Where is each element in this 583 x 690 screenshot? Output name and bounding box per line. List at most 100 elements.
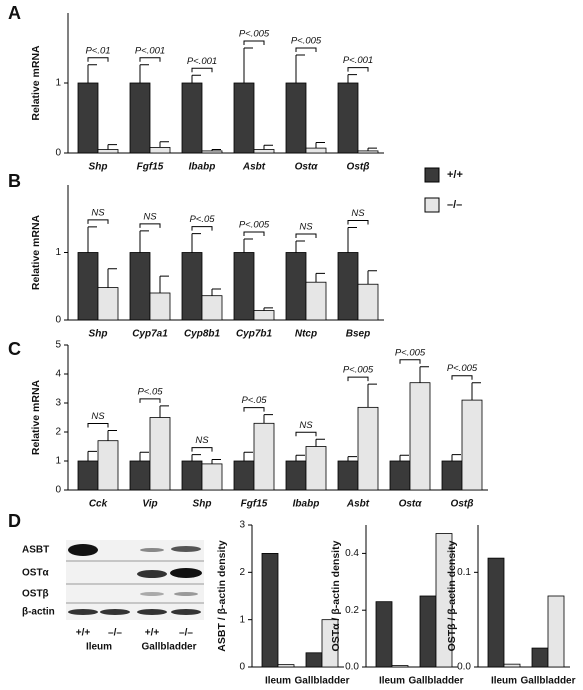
protein-label: ASBT [22,545,49,556]
bracket [191,447,213,452]
error-bar [191,233,201,253]
y-tick-label: 0 [55,148,61,159]
bar [503,663,521,668]
x-tick-label: Ostα [295,162,319,173]
y-tick-label: 3 [239,520,245,531]
x-tick-label: Ibabp [293,499,320,510]
bar [201,295,223,321]
bar [487,557,505,668]
error-bar [87,64,97,83]
y-axis-label: Relative mRNA [30,379,42,455]
error-bar [295,240,305,253]
bar [305,652,323,668]
bar [285,460,307,491]
bar [391,665,409,668]
x-tick-label: Ileum [265,676,291,687]
bracket [295,233,317,239]
legend-swatch [424,197,440,213]
lane-label: –/– [179,628,193,639]
annotation: P<.001 [135,45,165,56]
x-tick-label: Shp [193,499,212,510]
y-tick-label: 1 [55,78,61,89]
blot-band [170,568,202,578]
error-bar [315,438,325,447]
panel-letter: A [8,3,21,23]
annotation: NS [91,411,105,422]
annotation: P<.005 [447,363,478,374]
y-axis-label: OSTβ / β-actin density [446,540,458,651]
y-tick-label: 0.4 [345,548,359,559]
error-bar [243,238,253,253]
blot-band [174,592,198,596]
bracket [139,57,161,62]
group-label: Ileum [86,642,112,653]
x-tick-label: Asbt [242,162,266,173]
y-axis-label: OSTα / β-actin density [330,540,342,651]
x-tick-label: Ntcp [295,329,317,340]
bar [305,147,327,154]
x-tick-label: Shp [89,162,108,173]
bar [233,252,255,321]
error-bar [419,366,429,383]
bracket [191,67,213,73]
annotation: P<.05 [189,214,215,225]
error-bar [347,456,357,461]
error-bar [159,275,169,293]
bracket [347,376,369,382]
error-bar [191,454,201,461]
x-tick-label: Fgf15 [241,499,268,510]
bar [129,252,151,321]
error-bar [471,382,481,401]
bar [129,82,151,154]
bar [357,150,379,154]
x-tick-label: Ileum [491,676,517,687]
bar [233,460,255,491]
bar [419,595,437,668]
bar [261,553,279,668]
bar [409,382,431,491]
bracket [139,398,161,403]
bar [277,664,295,668]
y-tick-label: 2 [55,427,61,438]
bracket [347,67,369,72]
error-bar [367,147,377,151]
error-bar [107,268,117,288]
annotation: P<.001 [343,55,373,66]
error-bar [451,454,461,461]
error-bar [139,451,149,461]
bracket [451,375,473,380]
error-bar [295,454,305,461]
blot-band [100,609,130,615]
bracket [295,47,317,52]
annotation: P<.005 [395,347,426,358]
y-tick-label: 5 [55,340,61,351]
x-tick-label: Ileum [379,676,405,687]
bar [149,417,171,491]
x-tick-label: Cyp7b1 [236,329,273,340]
bar [149,292,171,321]
annotation: NS [195,435,209,446]
bar [337,252,359,321]
bar [77,82,99,154]
bar [201,150,223,154]
bar [389,460,411,491]
bar [337,82,359,154]
annotation: P<.05 [241,395,267,406]
bar [441,460,463,491]
error-bar [87,226,97,253]
bracket [87,57,109,62]
panel-letter: D [8,511,21,531]
x-tick-label: Asbt [346,499,370,510]
bracket [347,220,369,225]
blot-band [137,570,167,578]
bar [435,533,453,668]
protein-label: β-actin [22,607,55,618]
error-bar [399,454,409,461]
error-bar [263,414,273,424]
bar [233,82,255,154]
annotation: P<.01 [85,45,110,56]
x-tick-label: Gallbladder [294,676,349,687]
bracket [191,226,213,231]
bar [253,422,275,491]
